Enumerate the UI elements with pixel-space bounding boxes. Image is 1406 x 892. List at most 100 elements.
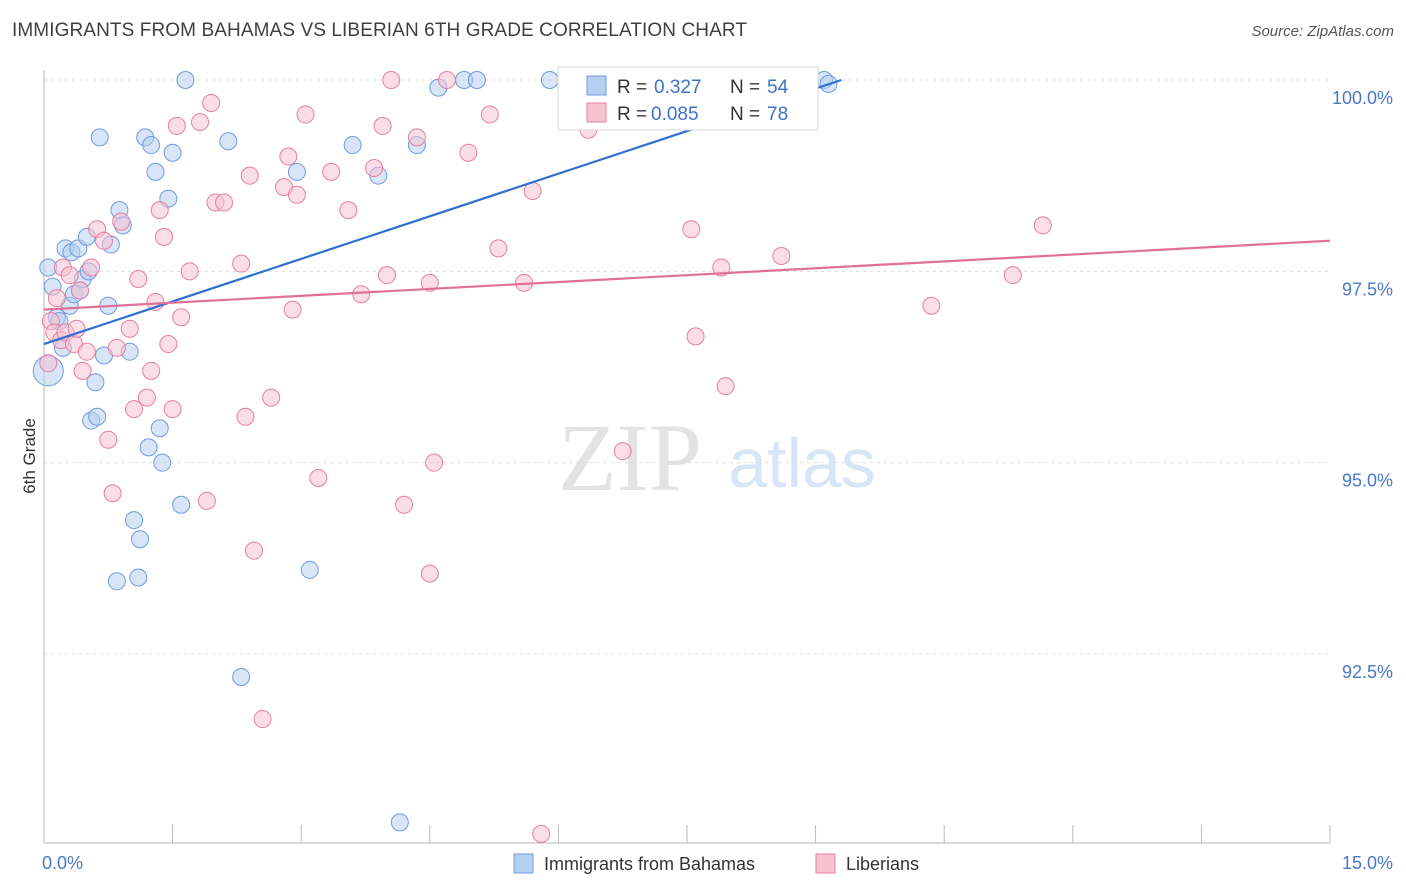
point-liberians: [180, 262, 199, 281]
x-tick-label-min: 0.0%: [42, 853, 83, 873]
point-bahamas: [131, 530, 150, 549]
point-liberians: [262, 388, 281, 407]
point-liberians: [159, 335, 178, 354]
point-liberians: [373, 116, 392, 135]
point-liberians: [922, 296, 941, 315]
point-liberians: [352, 285, 371, 304]
point-bahamas: [163, 143, 182, 162]
point-liberians: [191, 113, 210, 132]
point-bahamas: [150, 419, 169, 438]
point-liberians: [172, 308, 191, 327]
point-liberians: [420, 564, 439, 583]
point-liberians: [163, 400, 182, 419]
point-bahamas: [219, 132, 238, 151]
point-bahamas: [125, 511, 144, 530]
point-liberians: [382, 71, 401, 89]
point-bahamas: [129, 568, 148, 587]
point-bahamas: [139, 438, 158, 457]
legend-swatch-bahamas: [586, 75, 607, 96]
point-liberians: [245, 541, 264, 560]
point-bahamas: [390, 813, 409, 832]
point-liberians: [95, 231, 114, 250]
point-liberians: [459, 143, 478, 162]
point-bahamas: [343, 136, 362, 155]
trend-line-liberians: [43, 239, 1331, 311]
point-liberians: [395, 495, 414, 514]
series-legend-swatch-liberians: [815, 853, 836, 874]
grid-lines: [44, 79, 1330, 655]
watermark: ZIP atlas: [558, 404, 876, 511]
point-liberians: [155, 227, 174, 246]
point-liberians: [103, 484, 122, 503]
legend-n-value-bahamas: 54: [767, 77, 789, 98]
data-points: [32, 71, 1052, 843]
point-liberians: [99, 430, 118, 449]
stats-legend: R = 0.327 N = 54 R = 0.085 N = 78: [557, 66, 819, 131]
point-liberians: [772, 247, 791, 266]
point-bahamas: [142, 136, 161, 155]
watermark-zip: ZIP: [558, 404, 702, 511]
point-liberians: [253, 710, 272, 729]
point-bahamas: [300, 560, 319, 579]
chart-source: Source: ZipAtlas.com: [1251, 23, 1394, 40]
point-bahamas: [146, 162, 165, 181]
point-bahamas: [176, 71, 195, 89]
legend-r-label-bahamas: R =: [617, 77, 647, 98]
point-liberians: [107, 338, 126, 357]
point-liberians: [532, 824, 551, 843]
x-tick-label-max: 15.0%: [1342, 853, 1393, 873]
y-tick-label: 100.0%: [1332, 88, 1393, 108]
x-axis-ticks: [43, 825, 1331, 843]
point-bahamas: [172, 495, 191, 514]
point-bahamas: [232, 667, 251, 686]
point-liberians: [425, 453, 444, 472]
point-liberians: [1033, 216, 1052, 235]
point-bahamas: [107, 572, 126, 591]
point-liberians: [1003, 266, 1022, 285]
point-bahamas: [153, 453, 172, 472]
point-liberians: [682, 220, 701, 239]
point-liberians: [407, 128, 426, 147]
point-liberians: [686, 327, 705, 346]
series-legend-swatch-bahamas: [513, 853, 534, 874]
point-liberians: [489, 239, 508, 258]
point-liberians: [197, 491, 216, 510]
point-liberians: [240, 166, 259, 185]
series-legend: Immigrants from Bahamas Liberians: [513, 853, 919, 874]
y-tick-label: 95.0%: [1342, 471, 1393, 491]
point-liberians: [480, 105, 499, 124]
legend-r-label-liberians: R =: [617, 104, 647, 125]
point-liberians: [82, 258, 101, 277]
legend-n-value-liberians: 78: [767, 104, 788, 125]
point-liberians: [120, 319, 139, 338]
point-bahamas: [90, 128, 109, 147]
point-bahamas: [467, 71, 486, 89]
point-liberians: [142, 361, 161, 380]
point-liberians: [167, 116, 186, 135]
point-liberians: [712, 258, 731, 277]
point-liberians: [125, 400, 144, 419]
point-liberians: [39, 354, 58, 373]
series-legend-label-bahamas: Immigrants from Bahamas: [544, 854, 755, 874]
point-liberians: [112, 212, 131, 231]
point-liberians: [420, 273, 439, 292]
point-bahamas: [88, 407, 107, 426]
point-bahamas: [287, 162, 306, 181]
point-liberians: [215, 193, 234, 212]
point-liberians: [60, 266, 79, 285]
series-legend-label-liberians: Liberians: [846, 854, 919, 874]
y-tick-label: 92.5%: [1342, 662, 1393, 682]
point-liberians: [296, 105, 315, 124]
point-liberians: [437, 71, 456, 89]
y-tick-label: 97.5%: [1342, 279, 1393, 299]
point-liberians: [77, 342, 96, 361]
y-axis-title: 6th Grade: [20, 418, 39, 494]
point-liberians: [47, 289, 66, 308]
point-liberians: [232, 254, 251, 273]
legend-n-label-bahamas: N =: [730, 77, 760, 98]
point-bahamas: [86, 373, 105, 392]
point-liberians: [202, 93, 221, 112]
legend-swatch-liberians: [586, 102, 607, 123]
point-liberians: [613, 442, 632, 461]
